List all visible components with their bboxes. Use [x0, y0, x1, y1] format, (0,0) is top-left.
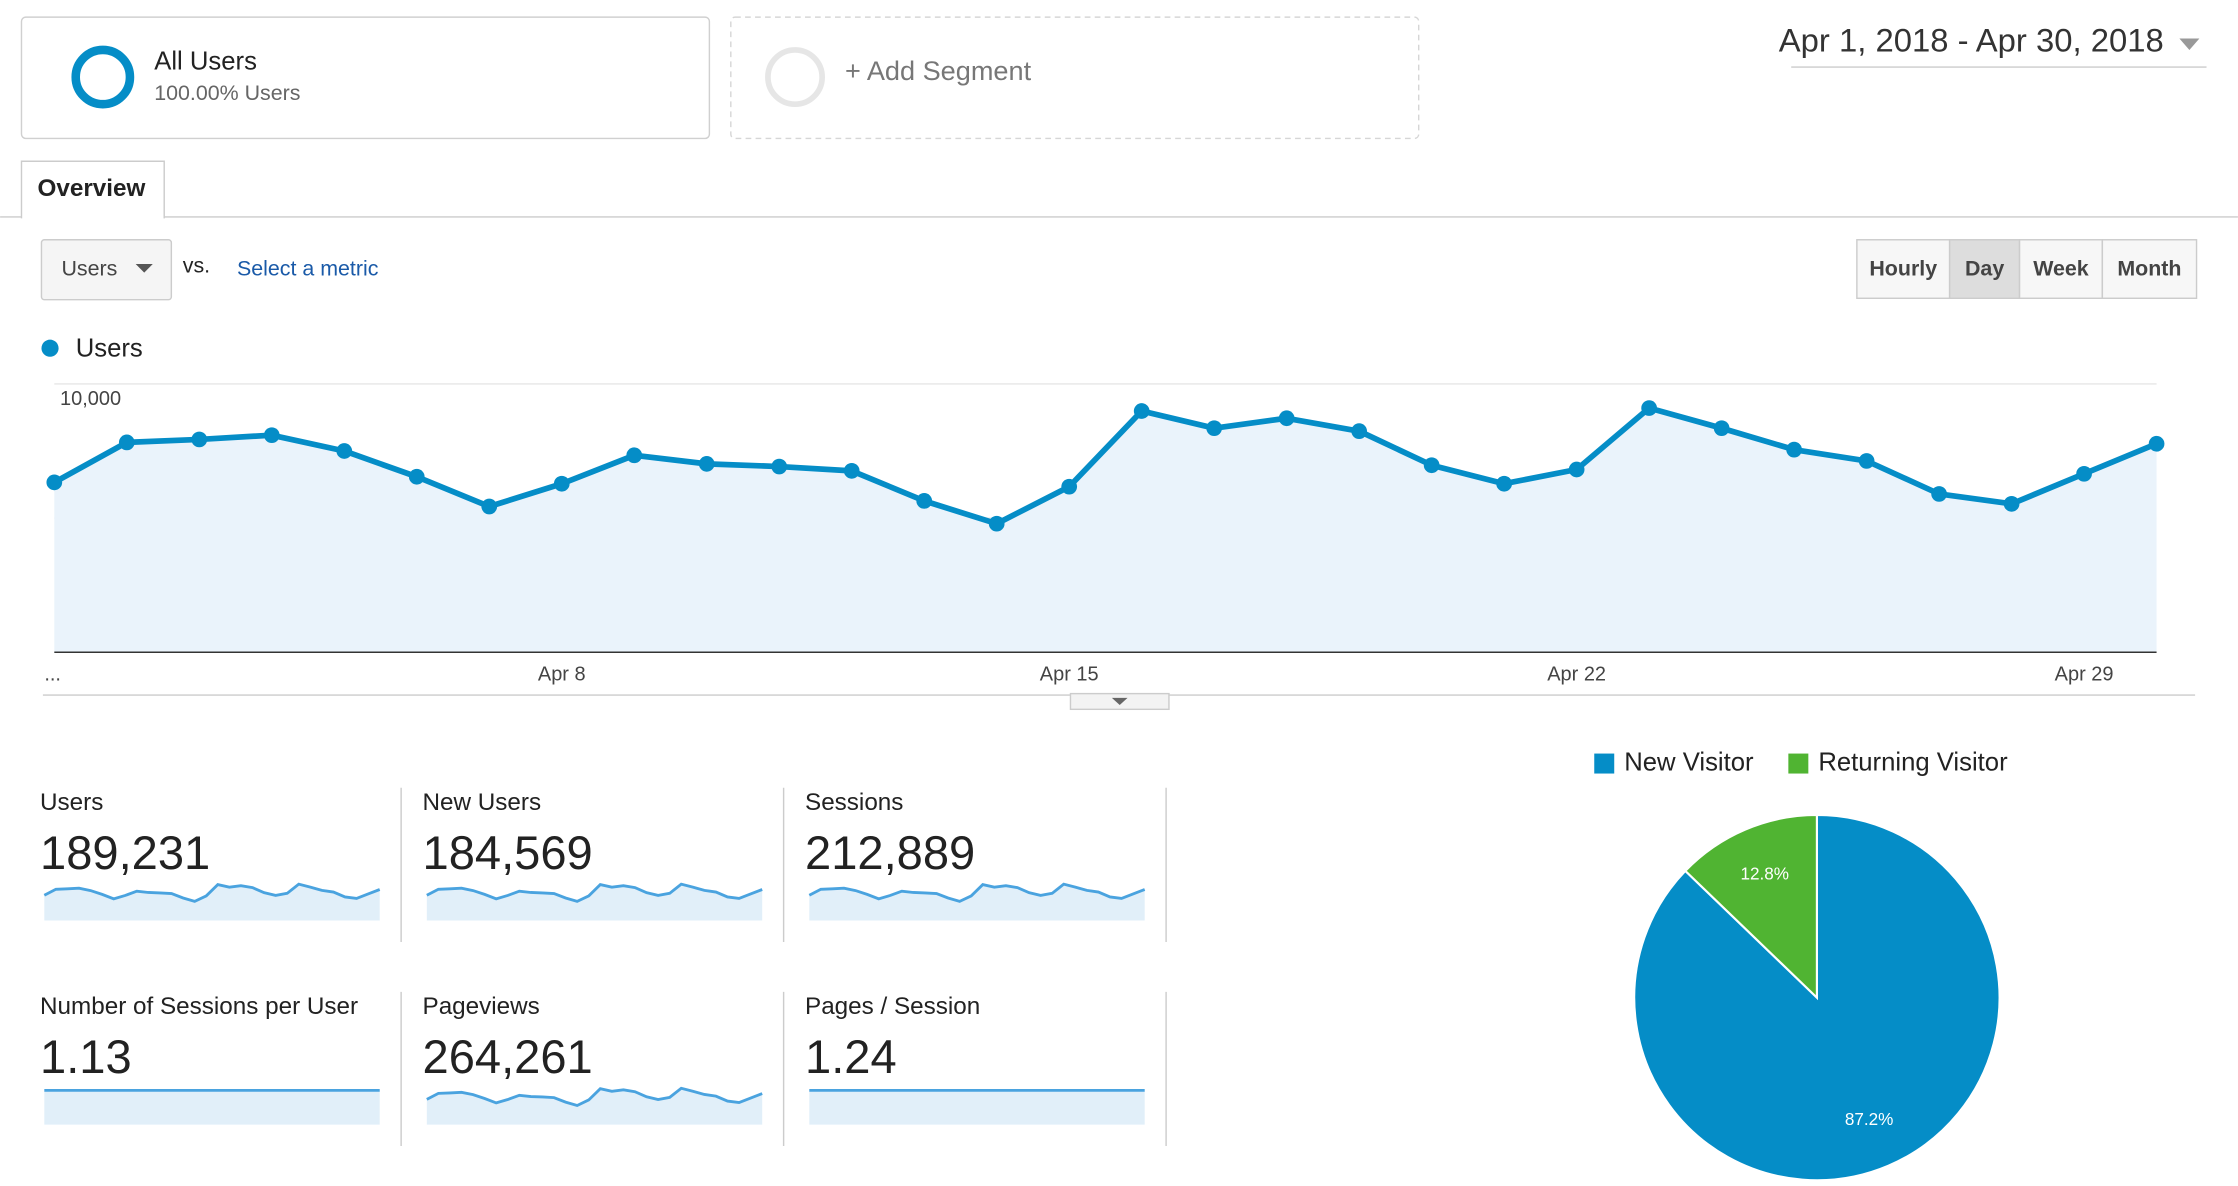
sparkline-area	[809, 884, 1145, 921]
granularity-label[interactable]: Hourly	[1869, 256, 1937, 280]
data-point	[46, 474, 63, 491]
sparkline	[808, 882, 1146, 903]
metric-value: 212,889	[805, 826, 975, 879]
sparkline	[426, 1086, 763, 1108]
data-point	[481, 498, 498, 515]
metric-select-label[interactable]: Users	[61, 256, 117, 280]
segment-card[interactable]	[20, 16, 711, 140]
data-point	[1206, 420, 1223, 437]
granularity-label[interactable]: Month	[2117, 256, 2181, 280]
data-point	[263, 427, 280, 444]
metric-label: Pageviews	[423, 993, 540, 1020]
metric-label: Pages / Session	[805, 993, 980, 1020]
tab[interactable]	[20, 160, 165, 219]
x-tick-label: Apr 15	[1040, 663, 1099, 685]
data-point	[118, 434, 135, 451]
data-point	[336, 443, 353, 459]
legend-marker	[41, 339, 59, 357]
date-dropdown-arrow[interactable]	[2179, 38, 2200, 50]
data-point	[698, 456, 715, 472]
data-point	[988, 515, 1005, 532]
data-point	[1786, 441, 1802, 458]
legend-swatch	[1788, 753, 1809, 774]
sparkline-area	[426, 1088, 763, 1125]
date-range[interactable]: Apr 1, 2018 - Apr 30, 2018	[1779, 21, 2164, 58]
metric-value: 1.13	[40, 1030, 132, 1083]
pie-slice	[1683, 813, 1818, 1001]
select-metric-link[interactable]: Select a metric	[237, 256, 379, 280]
x-tick-label: Apr 22	[1547, 663, 1606, 685]
sparkline-area	[44, 884, 380, 921]
vs-label: vs.	[183, 254, 210, 278]
data-point	[1351, 423, 1368, 439]
metric-label: Users	[40, 789, 103, 816]
metric-value: 189,231	[40, 826, 210, 879]
data-point	[1061, 478, 1078, 495]
data-point	[1931, 486, 1947, 502]
data-point	[1133, 403, 1150, 419]
pie-value-label: 87.2%	[1845, 1110, 1894, 1129]
data-point	[626, 447, 643, 464]
metric-label: New Users	[423, 789, 542, 816]
granularity-button[interactable]	[2101, 239, 2198, 299]
granularity-label[interactable]: Day	[1965, 256, 2004, 280]
data-point	[1568, 461, 1585, 478]
metric-value: 1.24	[805, 1030, 897, 1083]
data-point	[191, 431, 208, 448]
data-point	[1423, 457, 1440, 474]
area	[54, 408, 2157, 653]
data-point	[408, 468, 425, 485]
x-tick-label: Apr 8	[538, 663, 586, 685]
legend-label: Returning Visitor	[1818, 748, 2008, 776]
x-tick-label: Apr 29	[2055, 663, 2114, 685]
data-point	[1858, 453, 1875, 469]
tab-label[interactable]: Overview	[37, 175, 145, 202]
add-segment-label: + Add Segment	[845, 55, 1032, 86]
legend-swatch	[1594, 753, 1615, 774]
metric-select[interactable]	[40, 239, 173, 301]
sparkline-area	[426, 884, 763, 921]
sparkline	[43, 882, 381, 903]
data-point	[2076, 465, 2092, 482]
metric-select-arrow	[135, 264, 153, 273]
pie-value-label: 12.8%	[1740, 864, 1789, 883]
granularity-label[interactable]: Week	[2033, 256, 2089, 280]
add-segment-icon	[765, 47, 825, 108]
resize-arrow	[1111, 697, 1128, 706]
legend-label: Users	[76, 334, 143, 362]
metric-value: 184,569	[423, 826, 593, 879]
data-point	[1496, 475, 1512, 492]
sparkline-area	[44, 1090, 380, 1125]
granularity-button[interactable]	[1856, 239, 1951, 299]
segment-title: All Users	[154, 48, 257, 76]
data-point	[2003, 496, 2020, 512]
series-line	[52, 405, 2158, 527]
y-tick-label: 10,000	[60, 388, 121, 410]
add-segment[interactable]	[730, 16, 1420, 140]
metric-label: Sessions	[805, 789, 903, 816]
data-point	[771, 458, 788, 475]
data-point	[553, 475, 570, 492]
data-point	[843, 462, 860, 479]
x-tick-label: ...	[44, 663, 61, 685]
sparkline	[426, 882, 763, 903]
legend-label: New Visitor	[1624, 748, 1754, 776]
data-point	[1641, 400, 1657, 416]
granularity-button[interactable]	[2018, 239, 2104, 299]
granularity-button[interactable]	[1948, 239, 2021, 299]
data-point	[916, 493, 933, 509]
segment-subtitle: 100.00% Users	[154, 81, 300, 105]
data-point	[1278, 410, 1295, 427]
sparkline-area	[809, 1090, 1145, 1125]
data-point	[2148, 435, 2165, 452]
metric-label: Number of Sessions per User	[40, 993, 358, 1020]
segment-icon	[71, 45, 135, 109]
data-point	[1713, 420, 1730, 437]
metric-value: 264,261	[423, 1030, 593, 1083]
